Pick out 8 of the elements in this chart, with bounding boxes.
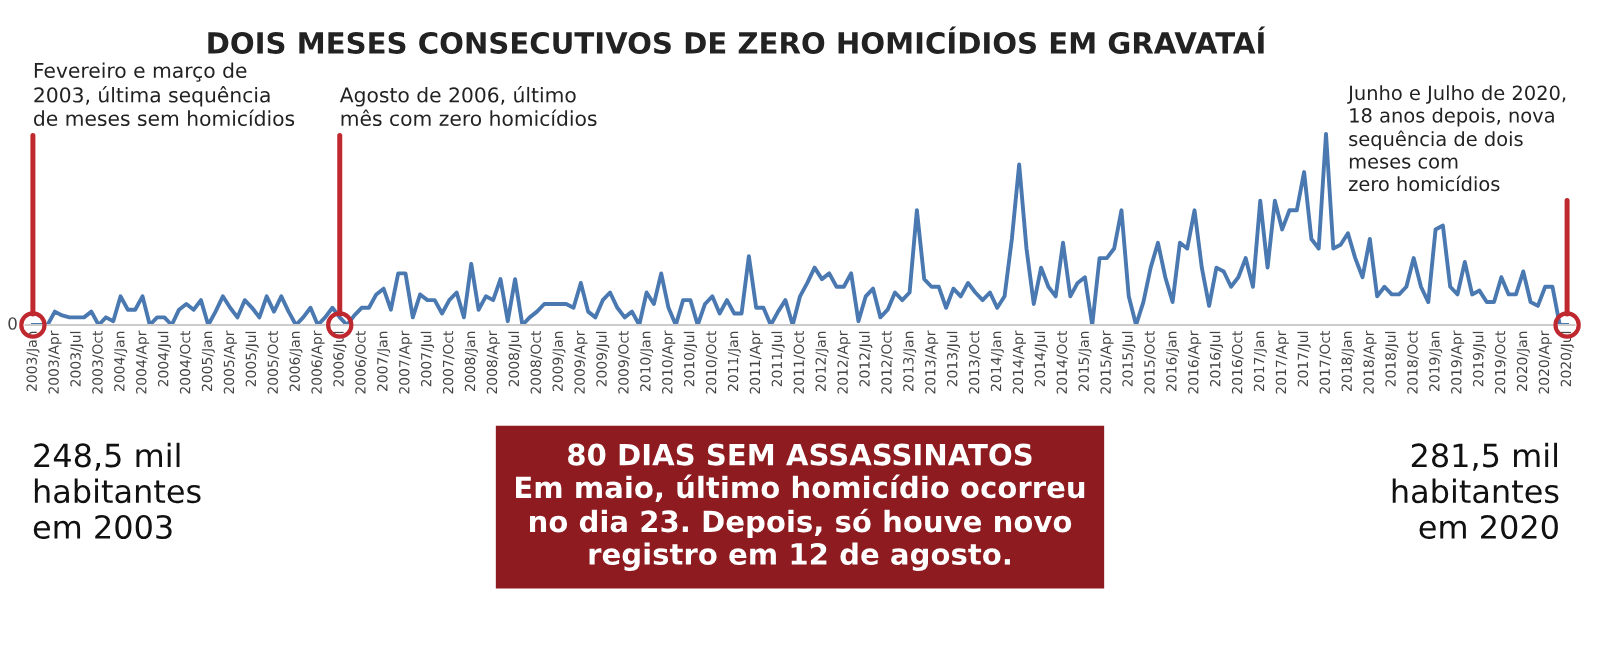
text: 80 DIAS SEM ASSASSINATOS Em maio, último homicídio ocorreu no dia 23. Depois, só houve novo registro em 12 de agosto. (516, 443, 1085, 571)
annotation: Fevereiro e março de 2003, última sequência de meses sem homicídios (34, 62, 295, 127)
text: 281,5 mil habitantes em 2020 (1392, 442, 1559, 540)
chart-title: DOIS MESES CONSECUTIVOS DE ZERO HOMICÍDIOS EM GRAVATAÍ (208, 26, 1266, 54)
text: 248,5 mil habitantes em 2003 (33, 442, 201, 540)
text: 0 (8, 317, 17, 330)
annotation: Agosto de 2006, último mês com zero homicídios (339, 86, 597, 127)
annotation: Junho e Julho de 2020, 18 anos depois, nova sequência de dois meses com zero homicídios (1347, 85, 1566, 192)
